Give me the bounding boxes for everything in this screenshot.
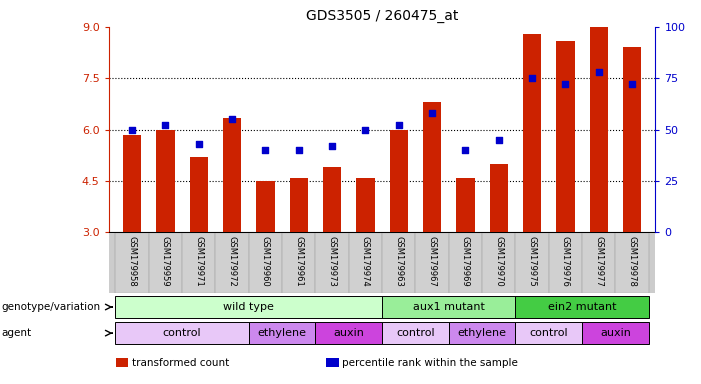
- Bar: [449, 233, 482, 293]
- Bar: [515, 233, 549, 293]
- Point: [226, 116, 238, 122]
- Bar: [416, 233, 449, 293]
- Point: [160, 122, 171, 129]
- Title: GDS3505 / 260475_at: GDS3505 / 260475_at: [306, 9, 458, 23]
- Bar: [615, 233, 648, 293]
- Text: GSM179976: GSM179976: [561, 236, 570, 287]
- Bar: [489, 164, 508, 232]
- Bar: [582, 322, 648, 344]
- Text: ethylene: ethylene: [257, 328, 306, 338]
- Bar: [223, 118, 241, 232]
- Text: GSM179959: GSM179959: [161, 236, 170, 287]
- Text: GSM179969: GSM179969: [461, 236, 470, 287]
- Bar: [149, 233, 182, 293]
- Bar: [557, 41, 575, 232]
- Text: aux1 mutant: aux1 mutant: [413, 302, 484, 312]
- Text: GSM179973: GSM179973: [327, 236, 336, 287]
- Point: [293, 147, 304, 153]
- Bar: [348, 233, 382, 293]
- Bar: [523, 34, 541, 232]
- Bar: [382, 296, 515, 318]
- Bar: [482, 233, 515, 293]
- Bar: [123, 135, 141, 232]
- Point: [460, 147, 471, 153]
- Text: agent: agent: [1, 328, 32, 338]
- Bar: [215, 233, 249, 293]
- Text: GSM179963: GSM179963: [394, 236, 403, 287]
- Bar: [315, 322, 382, 344]
- Text: ethylene: ethylene: [458, 328, 507, 338]
- Bar: [590, 27, 608, 232]
- Point: [260, 147, 271, 153]
- Point: [593, 69, 604, 75]
- Bar: [290, 177, 308, 232]
- Text: control: control: [396, 328, 435, 338]
- Bar: [256, 181, 275, 232]
- Bar: [582, 233, 615, 293]
- Point: [627, 81, 638, 88]
- Bar: [382, 322, 449, 344]
- Bar: [156, 130, 175, 232]
- Text: transformed count: transformed count: [132, 358, 229, 368]
- Bar: [356, 177, 374, 232]
- Bar: [623, 47, 641, 232]
- Bar: [323, 167, 341, 232]
- Text: wild type: wild type: [223, 302, 274, 312]
- Bar: [315, 233, 348, 293]
- Text: control: control: [529, 328, 568, 338]
- Text: GSM179975: GSM179975: [528, 236, 536, 287]
- Text: GSM179978: GSM179978: [627, 236, 637, 287]
- Text: GSM179960: GSM179960: [261, 236, 270, 287]
- Bar: [456, 177, 475, 232]
- Text: genotype/variation: genotype/variation: [1, 302, 100, 312]
- Bar: [423, 102, 441, 232]
- Bar: [182, 233, 215, 293]
- Text: auxin: auxin: [600, 328, 631, 338]
- Bar: [390, 130, 408, 232]
- Point: [493, 137, 504, 143]
- Text: GSM179971: GSM179971: [194, 236, 203, 287]
- Text: GSM179970: GSM179970: [494, 236, 503, 287]
- Bar: [249, 322, 315, 344]
- Bar: [249, 233, 282, 293]
- Text: percentile rank within the sample: percentile rank within the sample: [342, 358, 518, 368]
- Point: [193, 141, 204, 147]
- Point: [526, 75, 538, 81]
- Text: ein2 mutant: ein2 mutant: [548, 302, 616, 312]
- Point: [360, 127, 371, 133]
- Text: GSM179961: GSM179961: [294, 236, 304, 287]
- Bar: [449, 322, 515, 344]
- Text: auxin: auxin: [333, 328, 364, 338]
- Point: [393, 122, 404, 129]
- Text: GSM179977: GSM179977: [594, 236, 604, 287]
- Bar: [116, 233, 149, 293]
- Bar: [116, 296, 382, 318]
- Point: [327, 143, 338, 149]
- Text: GSM179967: GSM179967: [428, 236, 437, 287]
- Bar: [189, 157, 207, 232]
- Point: [126, 127, 137, 133]
- Point: [560, 81, 571, 88]
- Text: GSM179972: GSM179972: [228, 236, 236, 287]
- Bar: [549, 233, 582, 293]
- Bar: [382, 233, 416, 293]
- Bar: [515, 296, 648, 318]
- Text: GSM179958: GSM179958: [128, 236, 137, 287]
- Bar: [515, 322, 582, 344]
- Text: control: control: [163, 328, 201, 338]
- Text: GSM179974: GSM179974: [361, 236, 370, 287]
- Bar: [282, 233, 315, 293]
- Bar: [116, 322, 249, 344]
- Point: [426, 110, 437, 116]
